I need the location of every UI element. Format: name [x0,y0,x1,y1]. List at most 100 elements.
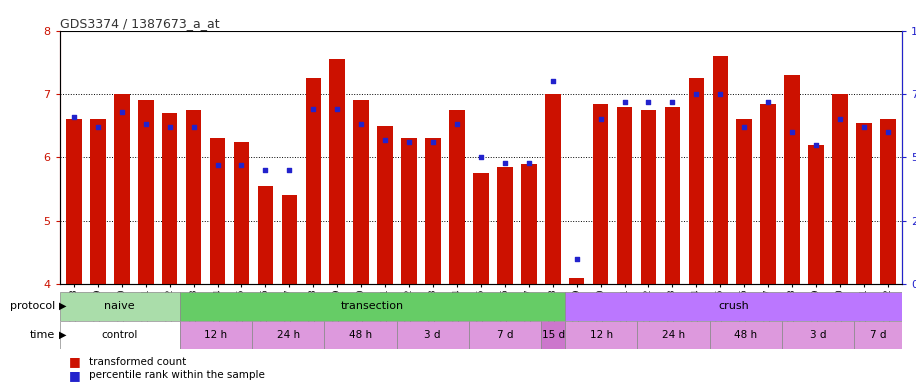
Text: 15 d: 15 d [541,330,564,340]
Point [689,91,703,97]
Bar [60,292,180,321]
Text: 7 d: 7 d [870,330,887,340]
Point [713,91,727,97]
Text: crush: crush [718,301,749,311]
Bar [784,75,800,284]
Bar [60,321,180,349]
Point [617,99,632,105]
Text: GDS3374 / 1387673_a_at: GDS3374 / 1387673_a_at [60,17,219,30]
Bar [665,107,681,284]
Point [306,106,321,113]
Bar [401,139,417,284]
Point [474,154,488,161]
Text: control: control [102,330,138,340]
Bar [710,321,782,349]
Text: time: time [29,330,55,340]
Point [809,142,823,148]
Point [665,99,680,105]
Bar [616,107,632,284]
Bar [541,321,565,349]
Bar [354,100,369,284]
Point [785,129,800,135]
Bar [66,119,82,284]
Bar [90,119,105,284]
Bar [252,321,324,349]
Point [856,124,871,130]
Bar [569,278,584,284]
Text: 12 h: 12 h [590,330,613,340]
Text: percentile rank within the sample: percentile rank within the sample [89,370,265,381]
Bar [565,321,638,349]
Point [258,167,273,173]
Bar [808,145,823,284]
Text: 12 h: 12 h [204,330,227,340]
Bar [545,94,561,284]
Point [377,137,392,143]
Point [497,159,512,166]
Bar [640,110,656,284]
Text: ■: ■ [69,355,81,368]
Bar [521,164,537,284]
Bar [324,321,397,349]
Text: naive: naive [104,301,135,311]
Point [67,114,82,120]
Bar [497,167,513,284]
Text: protocol: protocol [10,301,55,311]
Point [880,129,895,135]
Bar [880,119,896,284]
Text: 24 h: 24 h [662,330,685,340]
Bar [162,113,178,284]
Bar [180,321,252,349]
Point [354,121,368,127]
Point [570,256,584,262]
Point [737,124,752,130]
Point [833,116,847,122]
Bar [330,59,345,284]
Bar [469,321,541,349]
Bar [138,100,154,284]
Bar [474,173,488,284]
Bar [306,78,322,284]
Text: 24 h: 24 h [277,330,300,340]
Bar [180,292,565,321]
Bar [689,78,704,284]
Point [402,139,417,145]
Bar [257,186,273,284]
Text: 3 d: 3 d [424,330,441,340]
Point [138,121,153,127]
Bar [210,139,225,284]
Text: 48 h: 48 h [735,330,758,340]
Point [162,124,177,130]
Bar [449,110,464,284]
Point [91,124,105,130]
Text: transformed count: transformed count [89,356,186,367]
Point [641,99,656,105]
Text: ▶: ▶ [59,330,66,340]
Text: 48 h: 48 h [349,330,372,340]
Bar [782,321,854,349]
Bar [638,321,710,349]
Bar [593,104,608,284]
Bar [377,126,393,284]
Bar [281,195,297,284]
Point [521,159,536,166]
Bar [760,104,776,284]
Text: ▶: ▶ [59,301,66,311]
Point [211,162,225,168]
Point [186,124,201,130]
Point [545,78,560,84]
Text: 7 d: 7 d [496,330,513,340]
Point [450,121,464,127]
Point [234,162,249,168]
Text: 3 d: 3 d [810,330,826,340]
Bar [425,139,441,284]
Bar [234,142,249,284]
Bar [713,56,728,284]
Bar [565,292,902,321]
Point [594,116,608,122]
Bar [833,94,848,284]
Text: ■: ■ [69,369,81,382]
Bar [186,110,202,284]
Point [330,106,344,113]
Bar [736,119,752,284]
